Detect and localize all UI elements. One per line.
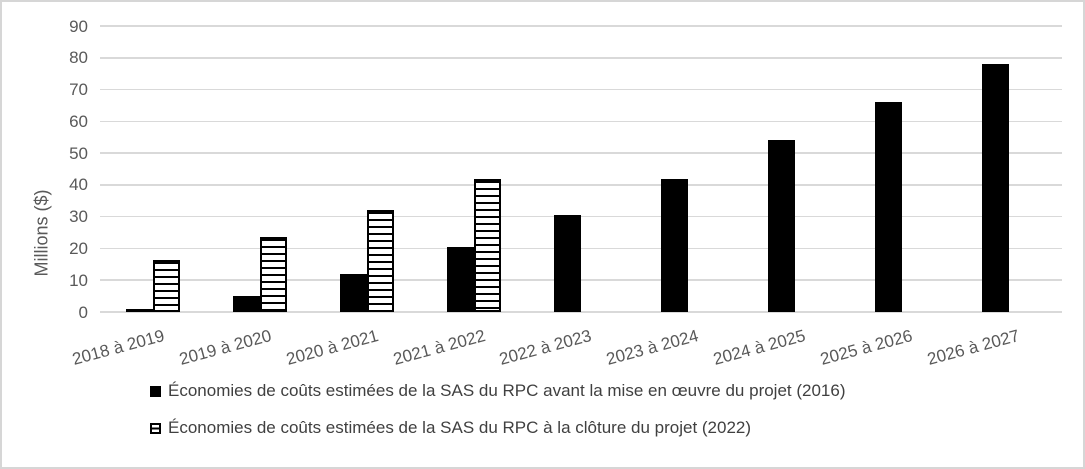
- bar-striped-2020-à-2021: [367, 210, 395, 312]
- x-tick-label: 2024 à 2025: [711, 326, 808, 369]
- bar-solid-2026-à-2027: [981, 64, 1009, 312]
- bar-striped-2019-à-2020: [260, 237, 288, 312]
- x-tick-label: 2019 à 2020: [177, 326, 274, 369]
- bar-solid-2018-à-2019: [126, 308, 154, 312]
- bar-striped-2018-à-2019: [153, 259, 181, 312]
- legend-marker-solid-icon: [150, 385, 161, 397]
- legend-item-before-project: Économies de coûts estimées de la SAS du…: [150, 381, 846, 401]
- x-tick-label: 2025 à 2026: [818, 326, 915, 369]
- gridline: [100, 120, 1062, 123]
- x-tick-label: 2023 à 2024: [604, 326, 701, 369]
- legend-label: Économies de coûts estimées de la SAS du…: [168, 418, 752, 437]
- gridline: [100, 279, 1062, 281]
- x-tick-label: 2026 à 2027: [925, 326, 1022, 369]
- y-tick-label: 60: [69, 111, 88, 131]
- gridline: [100, 25, 1062, 27]
- x-tick-label: 2020 à 2021: [283, 326, 381, 369]
- y-tick-label: 90: [69, 16, 88, 36]
- gridline: [100, 57, 1062, 59]
- gridline: [100, 215, 1062, 218]
- x-axis-line: [100, 311, 1062, 313]
- x-tick-label: 2022 à 2023: [497, 326, 594, 369]
- legend-label: Économies de coûts estimées de la SAS du…: [168, 381, 846, 400]
- y-tick-label: 70: [69, 80, 88, 100]
- bar-solid-2019-à-2020: [233, 296, 261, 312]
- gridline: [100, 184, 1062, 186]
- x-tick-label: 2018 à 2019: [70, 326, 167, 369]
- x-tick-label: 2021 à 2022: [390, 326, 488, 369]
- y-tick-label: 0: [78, 302, 88, 322]
- gridline: [100, 247, 1062, 250]
- y-tick-label: 10: [69, 270, 88, 290]
- legend-marker-striped-icon: [150, 422, 161, 434]
- y-tick-label: 20: [69, 238, 88, 258]
- bar-solid-2024-à-2025: [767, 140, 795, 312]
- y-tick-label: 40: [69, 175, 88, 195]
- bar-solid-2021-à-2022: [447, 246, 475, 312]
- bar-solid-2023-à-2024: [660, 178, 688, 312]
- y-axis-title: Millions ($): [31, 189, 52, 277]
- y-tick-label: 50: [69, 143, 88, 163]
- y-tick-label: 80: [69, 48, 88, 68]
- bar-solid-2025-à-2026: [874, 102, 902, 312]
- bar-striped-2021-à-2022: [474, 178, 502, 312]
- y-tick-label: 30: [69, 207, 88, 227]
- gridline: [100, 152, 1062, 154]
- bar-solid-2020-à-2021: [340, 273, 368, 312]
- legend-item-at-closure: Économies de coûts estimées de la SAS du…: [150, 418, 751, 438]
- bar-solid-2022-à-2023: [554, 215, 581, 312]
- gridline: [100, 88, 1062, 91]
